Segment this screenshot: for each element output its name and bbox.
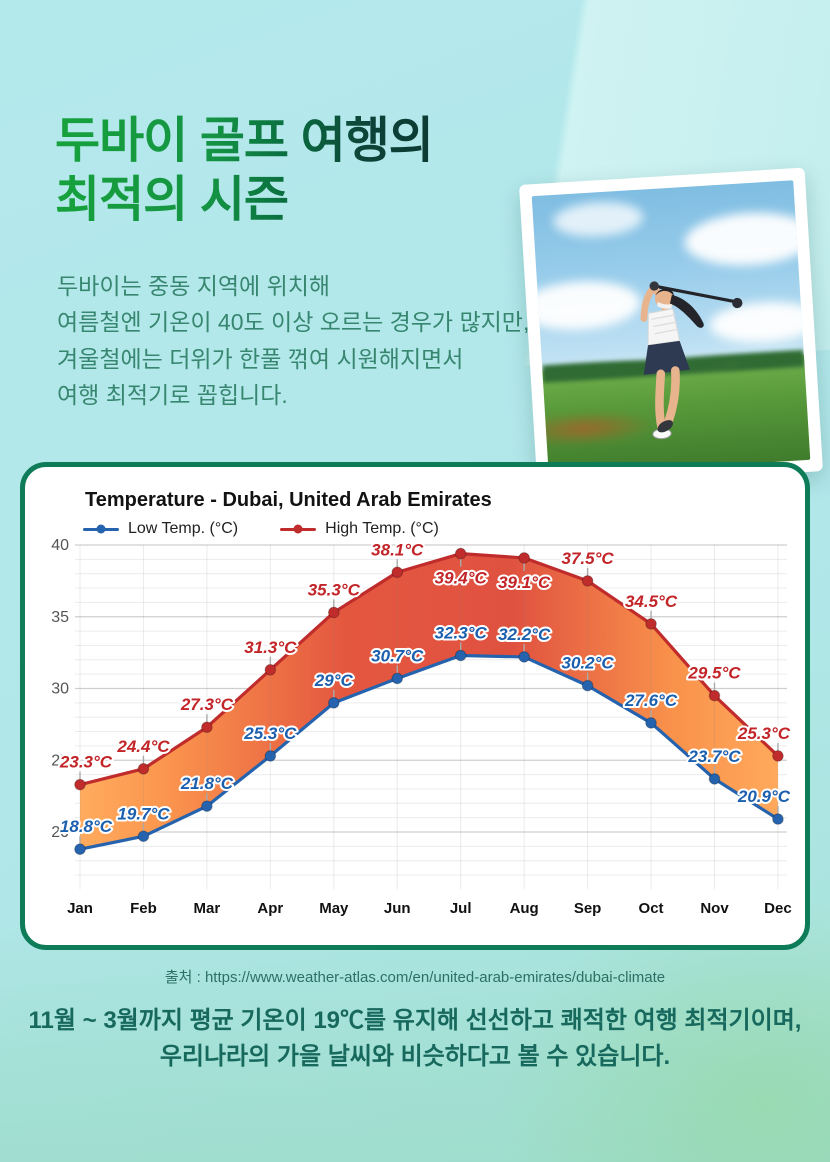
svg-text:19.7°C: 19.7°C xyxy=(117,804,170,823)
svg-text:32.2°C: 32.2°C xyxy=(498,625,551,644)
svg-text:35: 35 xyxy=(51,609,69,626)
legend-label-high: High Temp. (°C) xyxy=(325,520,439,537)
svg-text:30.2°C: 30.2°C xyxy=(562,654,615,673)
cloud-shape xyxy=(552,199,645,239)
footer-line2: 우리나라의 가을 날씨와 비슷하다고 볼 수 있습니다. xyxy=(159,1043,671,1070)
footer-line1: 11월 ~ 3월까지 평균 기온이 19℃를 유지해 선선하고 쾌적한 여행 최… xyxy=(28,1007,802,1034)
legend-label-low: Low Temp. (°C) xyxy=(128,520,239,537)
svg-text:Mar: Mar xyxy=(194,900,221,917)
svg-text:29.5°C: 29.5°C xyxy=(687,664,741,683)
svg-text:Jan: Jan xyxy=(67,900,93,917)
page-title: 두바이 골프 여행의 최적의 시즌 xyxy=(55,112,433,230)
chart-card: 20 25 30 35 40 18.8°C 19.7°C 21.8°C 25.3°C 29°C 30… xyxy=(20,462,810,950)
svg-text:25.3°C: 25.3°C xyxy=(737,724,791,743)
golfer-photo xyxy=(518,167,824,489)
page-title-line2: 최적의 시즌 xyxy=(55,172,289,227)
legend-item-low: Low Temp. (°C) xyxy=(83,520,238,538)
svg-text:May: May xyxy=(319,900,349,917)
svg-text:21.8°C: 21.8°C xyxy=(180,774,234,793)
svg-text:31.3°C: 31.3°C xyxy=(244,638,297,657)
svg-text:34.5°C: 34.5°C xyxy=(625,592,678,611)
svg-text:Apr: Apr xyxy=(257,900,283,917)
svg-text:23.3°C: 23.3°C xyxy=(59,753,113,772)
intro-paragraph: 두바이는 중동 지역에 위치해 여름철엔 기온이 40도 이상 오르는 경우가 … xyxy=(57,268,529,413)
legend-line-dot-icon xyxy=(280,527,317,531)
svg-text:27.3°C: 27.3°C xyxy=(180,695,234,714)
temperature-chart: 20 25 30 35 40 18.8°C 19.7°C 21.8°C 25.3°C 29°C 30… xyxy=(25,467,805,945)
svg-text:23.7°C: 23.7°C xyxy=(687,747,741,766)
svg-text:30: 30 xyxy=(51,681,69,698)
svg-text:Oct: Oct xyxy=(639,900,664,917)
svg-text:30.7°C: 30.7°C xyxy=(371,646,424,665)
svg-text:24.4°C: 24.4°C xyxy=(116,737,170,756)
chart-title: Temperature - Dubai, United Arab Emirate… xyxy=(85,489,492,511)
legend-line-dot-icon xyxy=(83,527,119,531)
svg-text:Jul: Jul xyxy=(450,900,472,917)
golfer-illustration xyxy=(640,281,743,439)
svg-text:Aug: Aug xyxy=(510,900,539,917)
chart-legend: Low Temp. (°C) High Temp. (°C) xyxy=(83,520,439,538)
intro-line: 두바이는 중동 지역에 위치해 xyxy=(57,273,331,299)
svg-text:18.8°C: 18.8°C xyxy=(60,817,113,836)
source-credit: 출처 : https://www.weather-atlas.com/en/un… xyxy=(164,969,666,986)
svg-text:20: 20 xyxy=(51,824,69,841)
svg-text:40: 40 xyxy=(51,537,69,554)
svg-text:25.3°C: 25.3°C xyxy=(243,724,297,743)
svg-text:29°C: 29°C xyxy=(314,671,354,690)
svg-text:39.1°C: 39.1°C xyxy=(498,573,551,592)
legend-item-high: High Temp. (°C) xyxy=(280,520,439,538)
svg-text:39.4°C: 39.4°C xyxy=(435,569,488,588)
svg-text:38.1°C: 38.1°C xyxy=(371,540,424,559)
footer-note: 11월 ~ 3월까지 평균 기온이 19℃를 유지해 선선하고 쾌적한 여행 최… xyxy=(0,1003,830,1075)
svg-text:37.5°C: 37.5°C xyxy=(562,549,615,568)
svg-text:25: 25 xyxy=(51,752,69,769)
svg-text:20.9°C: 20.9°C xyxy=(737,787,791,806)
svg-text:27.6°C: 27.6°C xyxy=(624,691,678,710)
svg-text:Feb: Feb xyxy=(130,900,157,917)
svg-text:Nov: Nov xyxy=(700,900,729,917)
intro-line: 여름철엔 기온이 40도 이상 오르는 경우가 많지만, xyxy=(57,309,530,336)
svg-text:Jun: Jun xyxy=(384,900,411,917)
intro-line: 여행 최적기로 꼽힙니다. xyxy=(57,381,288,408)
svg-text:35.3°C: 35.3°C xyxy=(308,580,361,599)
intro-line: 겨울철에는 더위가 한풀 꺾여 시원해지면서 xyxy=(57,345,464,372)
svg-text:Dec: Dec xyxy=(764,900,792,917)
golfer-photo-scene xyxy=(531,180,811,476)
svg-text:Sep: Sep xyxy=(574,900,602,917)
svg-text:32.3°C: 32.3°C xyxy=(435,623,488,642)
page-title-line1: 두바이 골프 여행의 xyxy=(55,114,433,168)
